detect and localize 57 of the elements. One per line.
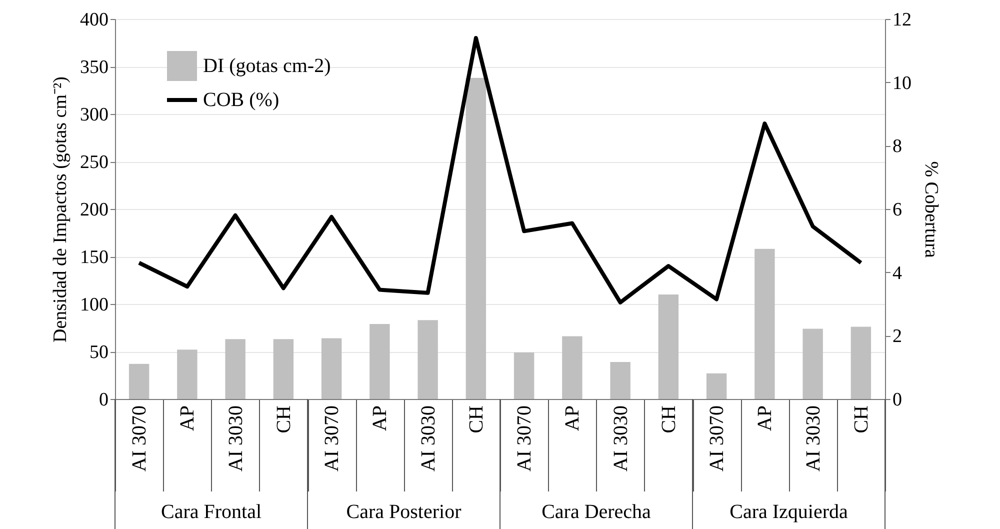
x-tick-label: AI 3070 [321, 406, 344, 472]
x-tick-label: CH [850, 406, 872, 434]
bar [466, 78, 486, 399]
y-tick-label: 150 [80, 247, 108, 268]
x-tick-label: AI 3070 [128, 406, 151, 472]
x-tick-label: AI 3030 [802, 406, 824, 472]
bar [562, 336, 582, 399]
y-tick-label: 400 [80, 10, 108, 30]
y2-tick-label: 10 [892, 72, 912, 94]
bar [850, 326, 872, 399]
bar [225, 339, 246, 399]
y2-axis-title: % Cobertura [920, 161, 942, 258]
y2-tick-label: 2 [892, 326, 902, 348]
bar [610, 362, 630, 399]
y-tick-label: 350 [80, 57, 108, 78]
x-tick-label: AP [176, 406, 199, 432]
line-series [137, 36, 863, 304]
text: Cara Derecha [542, 501, 652, 523]
bar [754, 248, 775, 399]
y-tick-label: 50 [90, 342, 108, 363]
x-tick-label: AI 3030 [224, 406, 247, 472]
bar [658, 294, 679, 399]
y-tick-label: 0 [99, 390, 108, 410]
text: Cara Posterior [346, 501, 462, 523]
legend-label: DI (gotas cm-2) [203, 55, 331, 77]
y-axis-title: Densidad de Impactos (gotas cm⁻²) [50, 76, 71, 343]
bar [706, 373, 727, 399]
x-tick-label: AI 3070 [706, 406, 728, 472]
bar [370, 324, 390, 399]
x-tick-label: AP [754, 406, 776, 432]
bar [273, 339, 294, 399]
y2-tick-label: 6 [892, 200, 902, 220]
bar [514, 352, 534, 399]
y-tick-label: 200 [80, 200, 108, 220]
y-tick-label: 300 [80, 104, 108, 126]
y2-tick-label: 8 [892, 136, 902, 158]
bar [802, 328, 823, 399]
text: Cara Frontal [160, 501, 262, 523]
y2-tick-label: 4 [892, 262, 902, 284]
x-tick-label: AP [369, 406, 392, 432]
y-tick-label: 100 [80, 294, 108, 316]
legend-label: COB (%) [203, 89, 280, 111]
x-tick-label: CH [658, 406, 680, 434]
y2-tick-label: 12 [892, 10, 912, 30]
text: Cara Izquierda [730, 501, 848, 523]
x-tick-label: CH [272, 406, 295, 434]
y-tick-label: 250 [80, 152, 108, 173]
x-tick-label: AI 3030 [417, 406, 440, 472]
y2-tick-label: 0 [892, 390, 902, 410]
bar [128, 364, 150, 399]
x-tick-label: AI 3030 [610, 406, 632, 472]
bar [418, 320, 438, 399]
bar [321, 338, 342, 399]
x-tick-label: AI 3070 [514, 406, 536, 472]
x-tick-label: CH [465, 406, 488, 434]
bar [177, 350, 198, 399]
x-tick-label: AP [562, 406, 584, 432]
